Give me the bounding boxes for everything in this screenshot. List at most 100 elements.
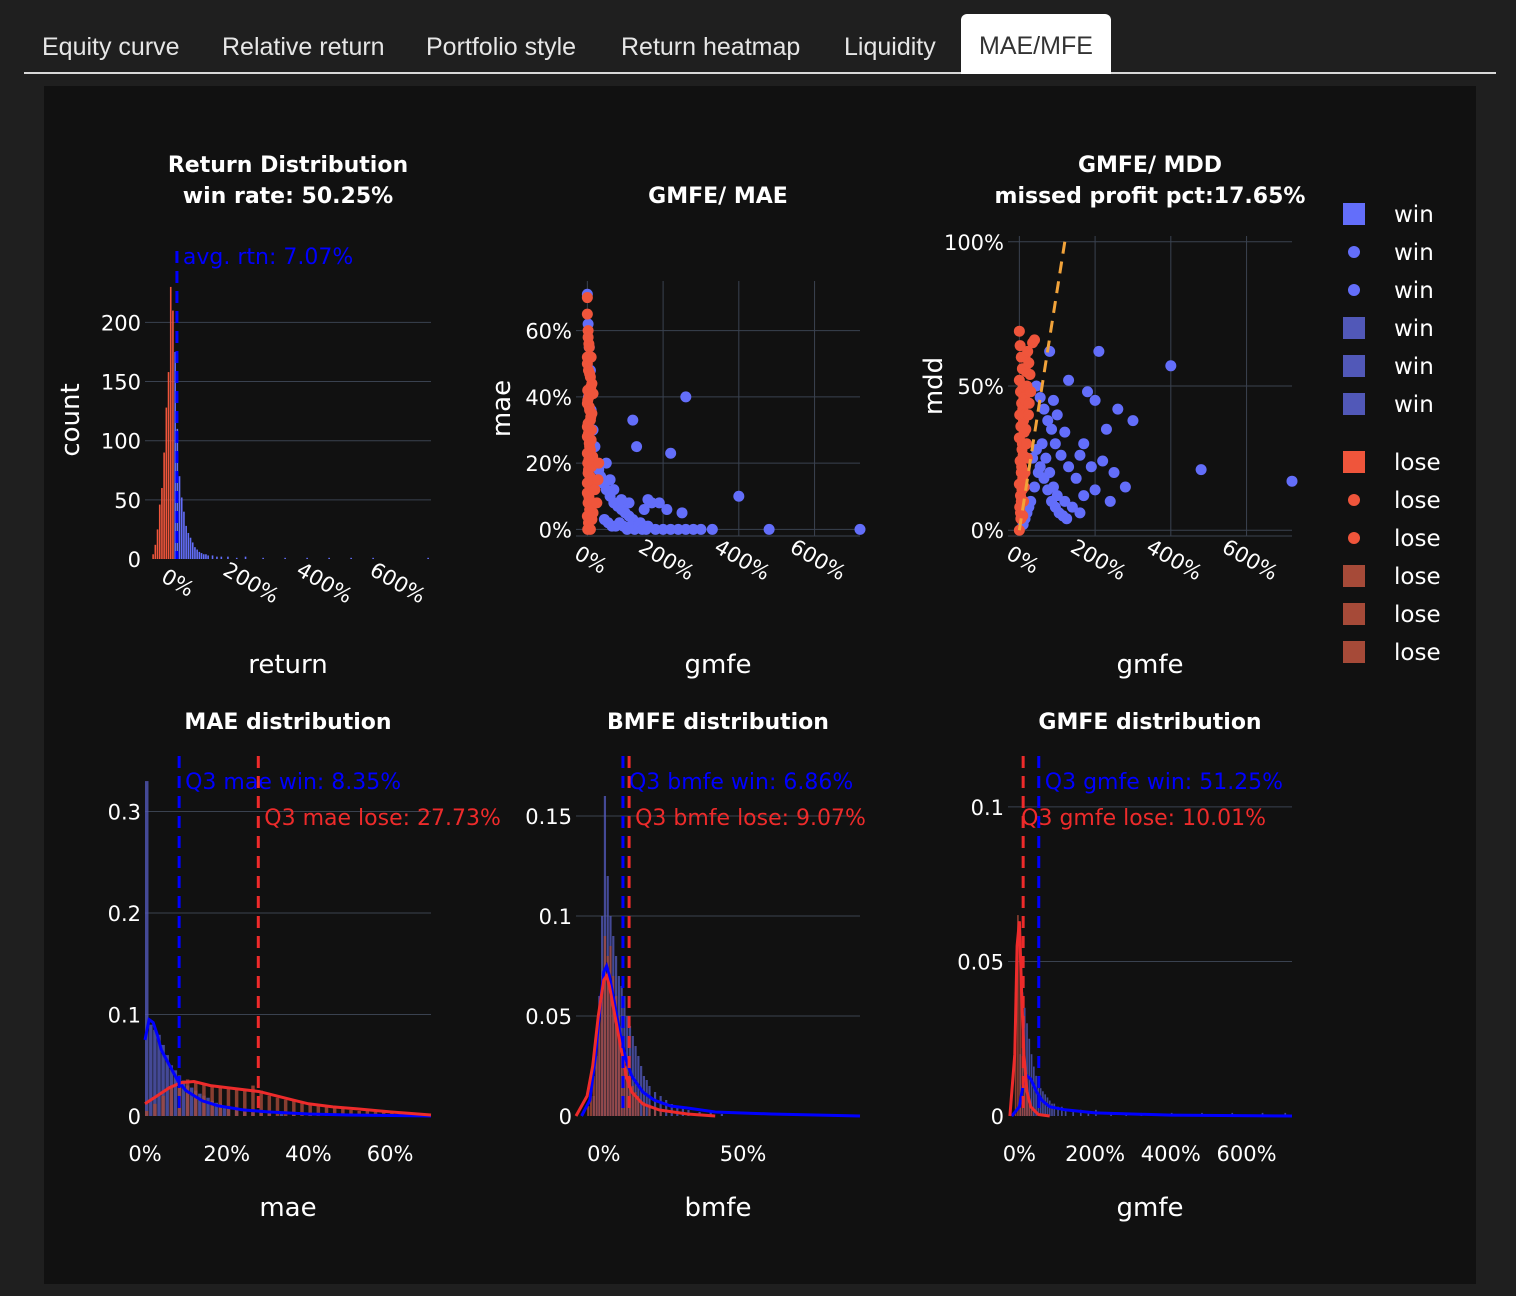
bar-win [178, 476, 181, 559]
bar-win [191, 542, 194, 559]
x-axis-label: gmfe [1117, 1193, 1184, 1223]
bar-win [350, 557, 352, 559]
legend-label: win [1394, 240, 1434, 266]
y-tick-label: 0.2 [108, 902, 141, 926]
bar-lose [595, 1046, 598, 1116]
bar-lose [145, 1110, 149, 1116]
point-lose [585, 381, 597, 393]
bar-win [149, 1024, 153, 1116]
bar-lose [606, 956, 609, 1116]
y-tick-label: 150 [101, 371, 141, 395]
legend-item-win: win [1348, 240, 1434, 266]
y-tick-label: 0 [991, 1105, 1004, 1129]
bar-lose [601, 976, 604, 1116]
point-win [1049, 438, 1061, 450]
point-win [1061, 513, 1073, 525]
legend-item-lose: lose [1348, 488, 1441, 514]
bar-lose [332, 1107, 337, 1116]
chart-title: MAE distribution [184, 710, 391, 735]
legend-label: win [1394, 202, 1434, 228]
point-win [1093, 345, 1105, 357]
x-tick-label: 600% [1218, 535, 1282, 586]
bar-lose [161, 1095, 165, 1116]
point-win [1165, 360, 1177, 372]
bar-lose [154, 544, 157, 559]
legend-label: win [1394, 278, 1434, 304]
point-win [600, 457, 612, 469]
x-axis-label: mae [259, 1193, 316, 1223]
point-win [687, 523, 699, 535]
legend-label: lose [1394, 564, 1441, 590]
point-win [1097, 455, 1109, 467]
tab-portfolio-style[interactable]: Portfolio style [426, 33, 577, 61]
x-tick-label: 400% [710, 535, 774, 586]
point-win [661, 504, 673, 516]
point-win [1051, 409, 1063, 421]
bar-lose [163, 452, 165, 559]
bar-win [720, 1114, 723, 1116]
vline-label: Q3 mae win: 8.35% [185, 770, 401, 795]
point-win [1100, 423, 1112, 435]
point-lose [589, 484, 601, 496]
bar-win [207, 555, 209, 559]
tab-return-heatmap[interactable]: Return heatmap [621, 33, 801, 61]
point-win [1046, 423, 1058, 435]
x-tick-label: 200% [1067, 535, 1131, 586]
x-tick-label: 40% [285, 1142, 332, 1166]
legend-item-lose: lose [1343, 640, 1441, 666]
point-lose [582, 331, 594, 343]
legend-label: win [1394, 316, 1434, 342]
tab-mae-mfe[interactable]: MAE/MFE [961, 14, 1111, 74]
y-tick-label: 50% [957, 375, 1004, 399]
chart-bmfe_dist: BMFE distribution 0 0.05 0.1 0.15 0% 50% bmfe Q3… [525, 710, 866, 1223]
bar-win [279, 1112, 284, 1116]
vline-label: Q3 gmfe lose: 10.01% [1021, 806, 1266, 831]
chart-title: win rate: 50.25% [183, 184, 393, 209]
chart-title: GMFE/ MAE [648, 184, 788, 209]
chart-title: GMFE/ MDD [1078, 153, 1222, 178]
bar-lose [251, 1085, 255, 1116]
point-win [604, 474, 616, 486]
x-tick-label: 400% [1142, 535, 1206, 586]
y-tick-label: 60% [525, 320, 572, 344]
tab-relative-return[interactable]: Relative return [222, 33, 385, 61]
bar-win [665, 1100, 668, 1116]
bar-lose [243, 1089, 247, 1116]
point-win [763, 523, 775, 535]
vline-label: Q3 gmfe win: 51.25% [1045, 770, 1283, 795]
point-win [733, 490, 745, 502]
point-win [665, 447, 677, 459]
point-win [640, 523, 652, 535]
x-tick-label: 0% [157, 564, 198, 601]
point-win [706, 523, 718, 535]
bar-lose [365, 1110, 370, 1116]
x-tick-label: 60% [367, 1142, 414, 1166]
tab-equity-curve[interactable]: Equity curve [42, 33, 180, 61]
point-win [1089, 484, 1101, 496]
bar-lose [218, 1086, 223, 1116]
y-axis-label: mdd [919, 357, 949, 415]
point-win [653, 497, 665, 509]
bar-win [189, 537, 192, 559]
x-tick-label: 400% [292, 558, 356, 609]
bar-win [1039, 1088, 1042, 1116]
legend-label: lose [1394, 488, 1441, 514]
point-lose [1013, 325, 1025, 337]
bar-lose [275, 1097, 280, 1116]
point-win [1082, 386, 1094, 398]
legend-item-win: win [1343, 202, 1434, 228]
legend-swatch [1343, 451, 1365, 473]
legend-item-win: win [1343, 354, 1434, 380]
point-win [1078, 490, 1090, 502]
legend-swatch [1348, 246, 1360, 258]
bar-win [145, 781, 149, 1116]
bar-lose [603, 936, 607, 1116]
legend-label: lose [1394, 526, 1441, 552]
tab-liquidity[interactable]: Liquidity [844, 33, 936, 61]
bar-win [205, 554, 207, 559]
bar-win [202, 554, 205, 559]
chart-gmfe_dist: GMFE distribution 0 0.05 0.1 0% 200% 400% 600% g… [957, 710, 1293, 1223]
bar-lose [316, 1105, 321, 1116]
bar-lose [283, 1099, 288, 1116]
x-axis-label: return [248, 650, 328, 680]
